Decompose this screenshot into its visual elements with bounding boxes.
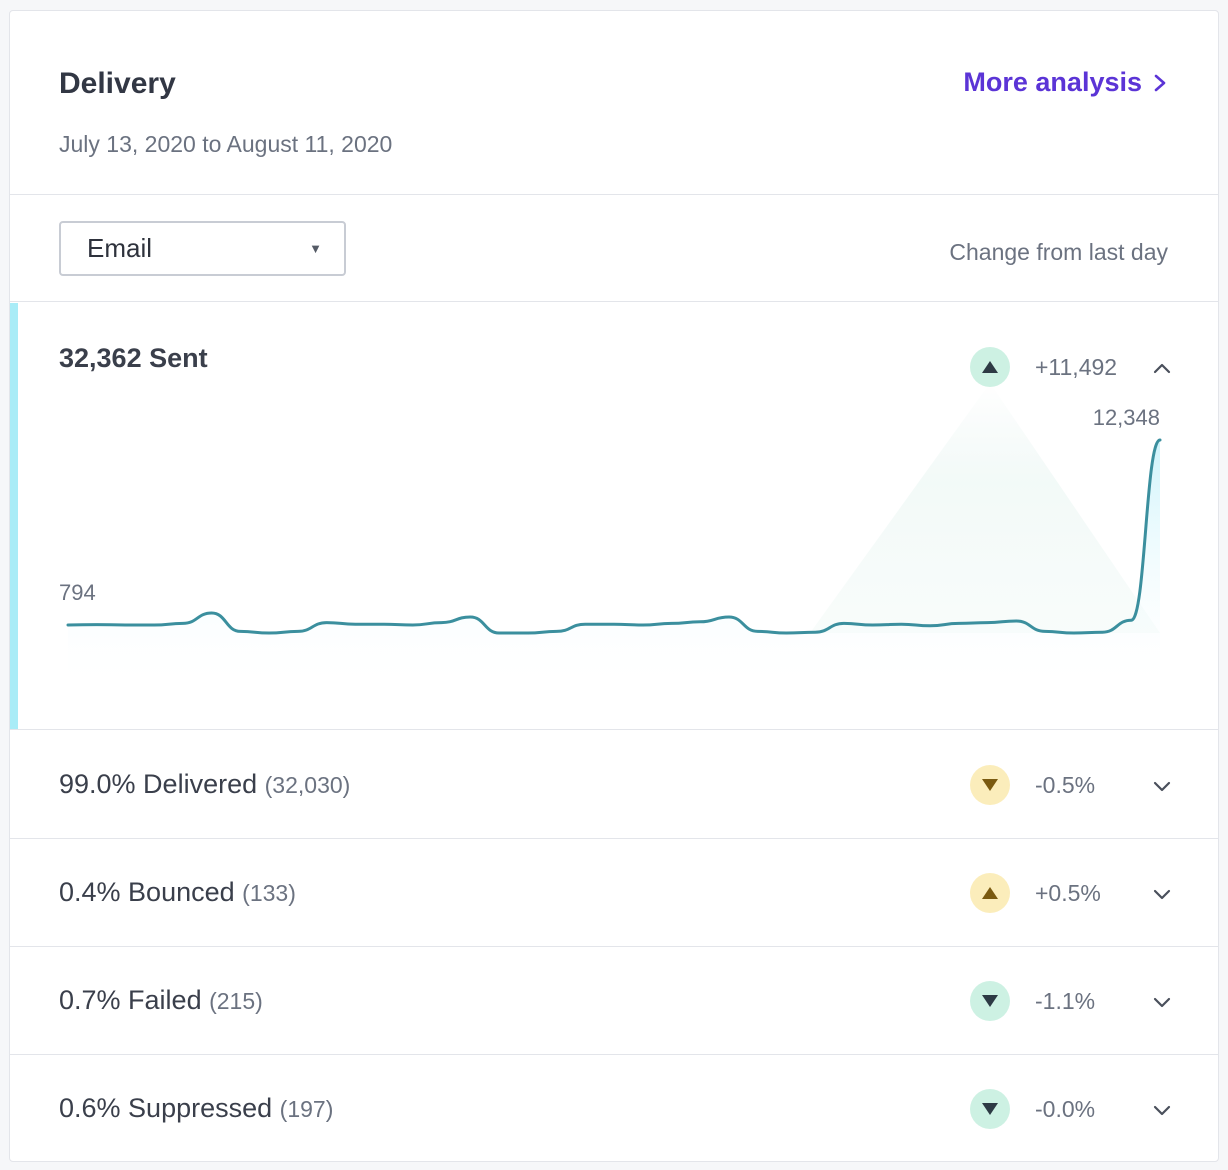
metric-label: 0.4% Bounced (133)	[59, 877, 296, 908]
metric-name: 0.6% Suppressed	[59, 1093, 273, 1123]
arrow-up-icon	[982, 887, 998, 899]
chevron-down-icon[interactable]	[1152, 995, 1172, 1009]
date-range: July 13, 2020 to August 11, 2020	[59, 131, 393, 157]
change-from-last-day-label: Change from last day	[949, 239, 1168, 265]
metric-label: 0.6% Suppressed (197)	[59, 1093, 333, 1124]
trend-badge	[970, 765, 1010, 805]
trend-badge	[970, 981, 1010, 1021]
arrow-down-icon	[982, 1103, 998, 1115]
chevron-right-icon	[1154, 74, 1166, 91]
delivery-card: Delivery July 13, 2020 to August 11, 202…	[9, 10, 1219, 1162]
chart-end-label: 12,348	[1093, 405, 1160, 430]
metric-name: 99.0% Delivered	[59, 769, 258, 799]
metric-count: (32,030)	[264, 772, 351, 798]
arrow-down-icon	[982, 779, 998, 791]
card-header: Delivery July 13, 2020 to August 11, 202…	[10, 11, 1218, 195]
more-analysis-label: More analysis	[963, 67, 1142, 97]
card-title: Delivery	[59, 67, 176, 100]
trend-badge	[970, 873, 1010, 913]
metric-name: 0.4% Bounced	[59, 877, 235, 907]
metric-label: 99.0% Delivered (32,030)	[59, 769, 350, 800]
selected-accent-bar	[10, 303, 18, 729]
metric-change-value: +0.5%	[1035, 880, 1101, 906]
metric-count: (133)	[242, 880, 296, 906]
caret-down-icon: ▼	[309, 241, 322, 256]
sent-section: 32,362 Sent 794 12,348 +11,49	[10, 303, 1218, 730]
metric-row[interactable]: 0.4% Bounced (133) +0.5%	[10, 839, 1218, 947]
sent-total: 32,362 Sent	[59, 343, 208, 373]
tooltip-beam	[810, 383, 1160, 633]
chevron-down-icon[interactable]	[1152, 779, 1172, 793]
metric-label: 0.7% Failed (215)	[59, 985, 263, 1016]
channel-select[interactable]: Email ▼	[59, 221, 346, 276]
chart-start-label: 794	[59, 580, 96, 605]
sent-chart: 794 12,348	[59, 383, 1162, 693]
metric-row[interactable]: 0.6% Suppressed (197) -0.0%	[10, 1055, 1218, 1161]
metric-count: (197)	[279, 1096, 334, 1122]
more-analysis-link[interactable]: More analysis	[963, 67, 1168, 98]
sent-change-value: +11,492	[1035, 354, 1118, 380]
metric-change-value: -0.5%	[1035, 772, 1096, 798]
chevron-down-icon[interactable]	[1152, 1103, 1172, 1117]
metric-row[interactable]: 99.0% Delivered (32,030) -0.5%	[10, 731, 1218, 839]
metric-name: 0.7% Failed	[59, 985, 202, 1015]
trend-badge	[970, 1089, 1010, 1129]
metric-change-value: -0.0%	[1035, 1096, 1096, 1122]
metric-count: (215)	[209, 988, 263, 1014]
metric-row[interactable]: 0.7% Failed (215) -1.1%	[10, 947, 1218, 1055]
chart-line	[66, 438, 1162, 635]
metric-change-value: -1.1%	[1035, 988, 1096, 1014]
chevron-up-icon[interactable]	[1152, 361, 1172, 375]
chevron-down-icon[interactable]	[1152, 887, 1172, 901]
sent-trend-badge	[970, 347, 1010, 387]
filter-bar: Email ▼ Change from last day	[10, 196, 1218, 302]
arrow-down-icon	[982, 995, 998, 1007]
channel-select-value: Email	[87, 233, 153, 263]
chart-area	[68, 440, 1160, 693]
arrow-up-icon	[982, 361, 998, 373]
